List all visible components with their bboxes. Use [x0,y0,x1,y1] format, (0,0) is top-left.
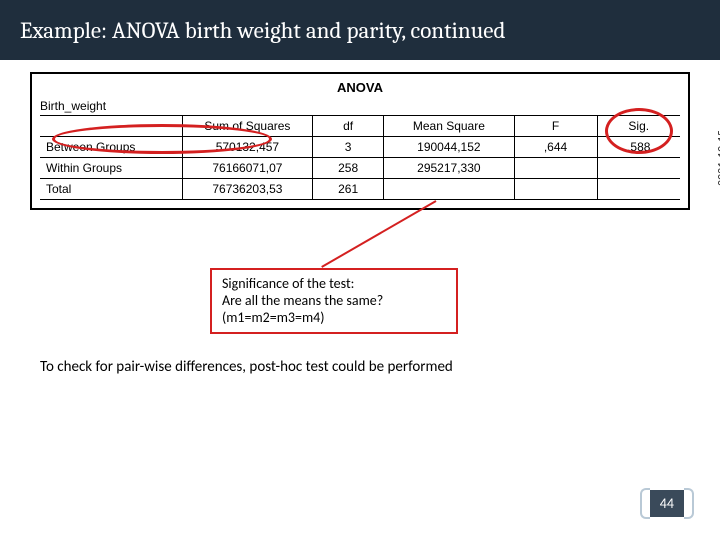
page-number-wrap: 44 [650,494,684,512]
table-header-row: Sum of Squares df Mean Square F Sig. [40,116,680,137]
cell-within-sig [597,158,680,179]
cell-within-df: 258 [313,158,384,179]
dependent-variable-label: Birth_weight [40,99,680,113]
cell-within-ss: 76166071,07 [182,158,312,179]
cell-within-ms: 295217,330 [384,158,514,179]
callout-box: Significance of the test: Are all the me… [210,268,458,334]
col-blank [40,116,182,137]
cell-total-ss: 76736203,53 [182,179,312,200]
cell-within-f [514,158,597,179]
cell-total-sig [597,179,680,200]
callout-line1: Significance of the test: [222,276,446,293]
col-sig: Sig. [597,116,680,137]
page-number: 44 [650,490,684,517]
anova-title: ANOVA [40,80,680,95]
callout-line3: (m1=m2=m3=m4) [222,310,446,327]
cell-between-ss: 570132,457 [182,137,312,158]
callout-leader-line [321,200,436,268]
col-ss: Sum of Squares [182,116,312,137]
callout-line2: Are all the means the same? [222,293,446,310]
col-f: F [514,116,597,137]
col-df: df [313,116,384,137]
col-ms: Mean Square [384,116,514,137]
cell-between-f: ,644 [514,137,597,158]
anova-table-panel: ANOVA Birth_weight Sum of Squares df Mea… [30,72,690,210]
table-row: Within Groups 76166071,07 258 295217,330 [40,158,680,179]
row-total-label: Total [40,179,182,200]
cell-between-df: 3 [313,137,384,158]
table-row: Between Groups 570132,457 3 190044,152 ,… [40,137,680,158]
cell-total-df: 261 [313,179,384,200]
row-within-label: Within Groups [40,158,182,179]
row-between-label: Between Groups [40,137,182,158]
cell-total-f [514,179,597,200]
anova-table: Sum of Squares df Mean Square F Sig. Bet… [40,115,680,200]
posthoc-note: To check for pair-wise differences, post… [40,358,453,376]
table-row: Total 76736203,53 261 [40,179,680,200]
cell-total-ms [384,179,514,200]
cell-between-sig: ,588 [597,137,680,158]
cell-between-ms: 190044,152 [384,137,514,158]
slide-date: 2021-10-15 [716,130,720,186]
slide-title: Example: ANOVA birth weight and parity, … [20,17,505,44]
slide-header: Example: ANOVA birth weight and parity, … [0,0,720,60]
